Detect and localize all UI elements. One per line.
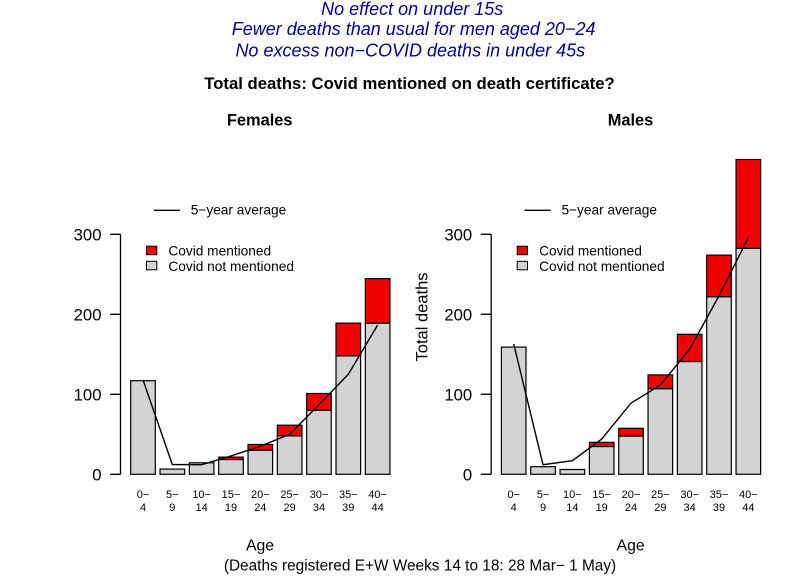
svg-text:29: 29 bbox=[284, 502, 296, 514]
svg-text:Males: Males bbox=[608, 111, 654, 129]
svg-text:34: 34 bbox=[313, 502, 325, 514]
svg-text:0: 0 bbox=[463, 465, 472, 484]
svg-text:5−year average: 5−year average bbox=[561, 202, 657, 217]
svg-text:30−: 30− bbox=[310, 489, 329, 501]
svg-text:20−: 20− bbox=[622, 489, 641, 501]
svg-text:10−: 10− bbox=[192, 489, 211, 501]
svg-text:29: 29 bbox=[654, 502, 666, 514]
svg-text:25−: 25− bbox=[280, 489, 299, 501]
svg-text:Age: Age bbox=[617, 538, 645, 555]
svg-text:No effect on under 15s: No effect on under 15s bbox=[321, 0, 503, 19]
svg-text:Covid mentioned: Covid mentioned bbox=[168, 244, 271, 259]
svg-text:4: 4 bbox=[511, 502, 517, 514]
svg-text:200: 200 bbox=[74, 305, 102, 324]
svg-text:40−: 40− bbox=[739, 489, 758, 501]
svg-text:19: 19 bbox=[225, 502, 237, 514]
svg-text:300: 300 bbox=[444, 225, 472, 244]
svg-text:35−: 35− bbox=[339, 489, 358, 501]
svg-text:35−: 35− bbox=[710, 489, 729, 501]
svg-text:Covid not mentioned: Covid not mentioned bbox=[168, 259, 294, 274]
svg-text:25−: 25− bbox=[651, 489, 670, 501]
svg-text:Fewer deaths than usual for me: Fewer deaths than usual for men aged 20−… bbox=[232, 19, 596, 39]
svg-text:0: 0 bbox=[92, 465, 101, 484]
svg-text:19: 19 bbox=[596, 502, 608, 514]
svg-text:100: 100 bbox=[74, 385, 102, 404]
svg-text:Age: Age bbox=[246, 538, 274, 555]
svg-text:30−: 30− bbox=[680, 489, 699, 501]
svg-text:Covid mentioned: Covid mentioned bbox=[539, 244, 642, 259]
svg-text:40−: 40− bbox=[368, 489, 387, 501]
svg-text:5−year average: 5−year average bbox=[191, 202, 287, 217]
svg-text:15−: 15− bbox=[592, 489, 611, 501]
svg-text:100: 100 bbox=[444, 385, 472, 404]
svg-text:24: 24 bbox=[254, 502, 266, 514]
svg-text:Females: Females bbox=[227, 111, 293, 129]
svg-text:14: 14 bbox=[196, 502, 208, 514]
svg-text:300: 300 bbox=[74, 225, 102, 244]
svg-text:44: 44 bbox=[742, 502, 754, 514]
svg-text:15−: 15− bbox=[222, 489, 241, 501]
svg-text:5−: 5− bbox=[537, 489, 550, 501]
svg-text:5−: 5− bbox=[166, 489, 179, 501]
svg-text:Covid not mentioned: Covid not mentioned bbox=[539, 259, 665, 274]
svg-text:0−: 0− bbox=[137, 489, 150, 501]
svg-text:200: 200 bbox=[444, 305, 472, 324]
svg-text:No excess non−COVID deaths in: No excess non−COVID deaths in under 45s bbox=[235, 41, 585, 61]
svg-text:39: 39 bbox=[713, 502, 725, 514]
svg-text:(Deaths registered E+W Weeks 1: (Deaths registered E+W Weeks 14 to 18: 2… bbox=[224, 557, 616, 574]
svg-text:9: 9 bbox=[540, 502, 546, 514]
svg-text:4: 4 bbox=[140, 502, 146, 514]
svg-text:0−: 0− bbox=[507, 489, 520, 501]
svg-text:Total deaths: Covid mentioned: Total deaths: Covid mentioned on death c… bbox=[204, 74, 614, 93]
svg-text:14: 14 bbox=[566, 502, 578, 514]
svg-text:39: 39 bbox=[342, 502, 354, 514]
svg-text:10−: 10− bbox=[563, 489, 582, 501]
svg-text:20−: 20− bbox=[251, 489, 270, 501]
svg-text:44: 44 bbox=[372, 502, 384, 514]
svg-text:24: 24 bbox=[625, 502, 637, 514]
svg-text:9: 9 bbox=[169, 502, 175, 514]
svg-text:34: 34 bbox=[684, 502, 696, 514]
svg-text:Total deaths: Total deaths bbox=[414, 273, 432, 362]
